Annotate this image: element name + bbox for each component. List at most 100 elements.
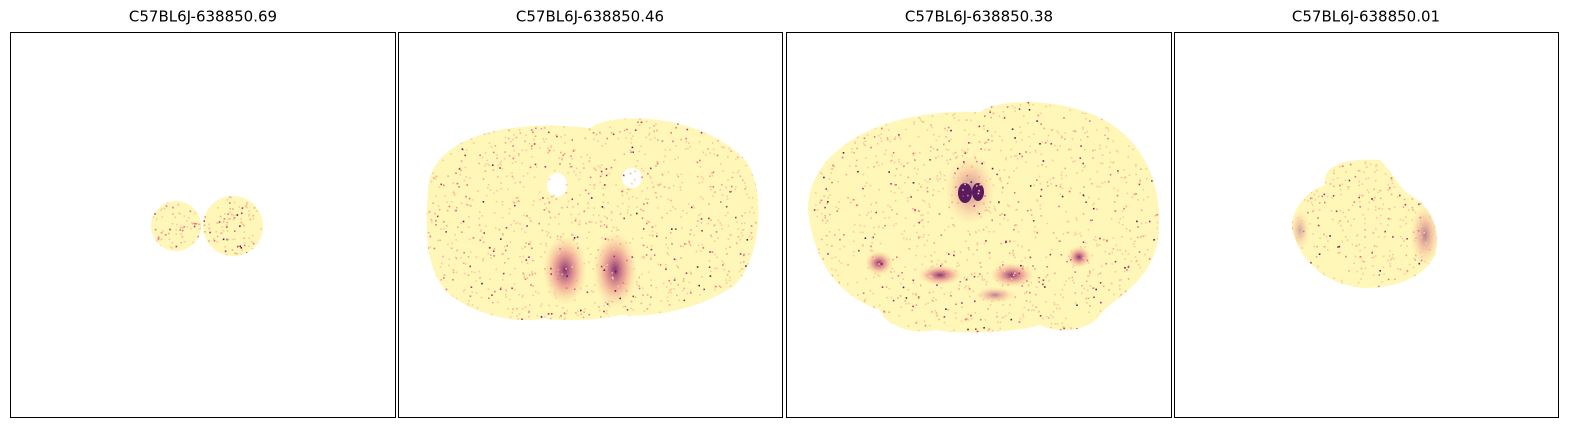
cell-dot (1128, 265, 1130, 267)
cell-dot (569, 155, 571, 158)
cell-dot (455, 297, 458, 300)
cell-dot (671, 228, 673, 230)
cell-dot (1105, 109, 1107, 111)
cell-dot (554, 293, 556, 296)
cell-dot (599, 181, 601, 184)
cell-dot (890, 296, 893, 299)
cell-dot (1378, 207, 1380, 210)
cell-dot (1013, 253, 1015, 256)
cell-dot (697, 317, 700, 319)
cell-dot (721, 194, 724, 196)
cell-dot (147, 202, 149, 204)
cell-dot (983, 278, 986, 281)
cell-dot (1052, 177, 1055, 179)
cell-dot (148, 258, 150, 260)
cell-dot (161, 232, 163, 234)
cell-dot (1087, 326, 1090, 328)
cell-dot (631, 182, 633, 185)
cell-dot (1126, 192, 1129, 195)
cell-dot (506, 244, 508, 247)
cell-dot (1400, 244, 1402, 247)
cell-dot (648, 117, 650, 119)
cell-dot (715, 231, 718, 233)
cell-dot (692, 307, 694, 309)
cell-dot (1346, 239, 1349, 242)
cell-dot (806, 199, 808, 201)
cell-dot (459, 167, 461, 169)
cell-dot (1023, 306, 1026, 309)
cell-dot (933, 281, 935, 283)
cell-dot (426, 161, 428, 164)
cell-dot (496, 176, 499, 178)
cell-dot (726, 253, 728, 255)
cell-dot (946, 252, 948, 254)
cell-dot (625, 290, 628, 292)
cell-dot (1135, 173, 1137, 176)
cell-dot (1371, 250, 1374, 253)
cell-dot (659, 264, 662, 266)
cell-dot (629, 188, 631, 191)
cell-dot (1125, 228, 1128, 230)
cell-dot (567, 172, 569, 174)
cell-dot (686, 292, 689, 295)
cell-dot (677, 156, 679, 159)
cell-dot (560, 236, 562, 238)
cell-dot (838, 260, 841, 262)
cell-dot (828, 231, 831, 233)
cell-dot (504, 245, 506, 248)
cell-dot (500, 286, 502, 289)
cell-dot (808, 222, 811, 225)
cell-dot (724, 136, 727, 138)
cell-dot (898, 136, 900, 138)
cell-dot (465, 263, 467, 265)
cell-dot (712, 171, 715, 173)
cell-dot (711, 251, 714, 253)
cell-dot (723, 146, 725, 149)
cell-dot (455, 209, 457, 212)
cell-dot (1019, 318, 1022, 320)
cell-dot (1374, 209, 1377, 211)
cell-dot (919, 236, 921, 238)
cell-dot (606, 310, 608, 312)
cell-dot (666, 212, 668, 215)
cell-dot (1112, 248, 1115, 250)
cell-dot (895, 222, 897, 225)
cell-dot (935, 139, 938, 142)
cell-dot (1014, 296, 1016, 298)
cell-dot (950, 138, 952, 141)
section (806, 102, 1160, 333)
cell-dot (1118, 284, 1121, 287)
cell-dot (1380, 214, 1382, 217)
cell-dot (697, 220, 699, 222)
cell-dot (504, 151, 506, 153)
cell-dot (680, 138, 682, 141)
cell-dot (941, 263, 943, 265)
cell-dot (923, 320, 926, 322)
cell-dot (485, 225, 487, 227)
cell-dot (679, 245, 682, 247)
cell-dot (758, 279, 759, 281)
cell-dot (587, 247, 589, 250)
cell-dot (605, 224, 608, 227)
cell-dot (250, 199, 252, 202)
cell-dot (216, 222, 219, 224)
cell-dot (1015, 141, 1018, 143)
cell-dot (1337, 252, 1340, 254)
cell-dot (1093, 326, 1096, 329)
cell-dot (1320, 160, 1322, 163)
cell-dot (192, 255, 195, 256)
hotspot (918, 265, 962, 285)
cell-dot (1033, 309, 1035, 311)
cell-dot (907, 288, 909, 291)
cell-dot (997, 330, 1000, 332)
cell-dot (151, 205, 153, 208)
cell-dot (1140, 304, 1142, 307)
cell-dot (825, 317, 828, 319)
cell-dot (1156, 227, 1158, 230)
cell-dot (619, 130, 621, 133)
cell-dot (721, 260, 724, 263)
cell-dot (697, 305, 699, 308)
cell-dot (1145, 126, 1148, 128)
cell-dot (1066, 260, 1068, 263)
